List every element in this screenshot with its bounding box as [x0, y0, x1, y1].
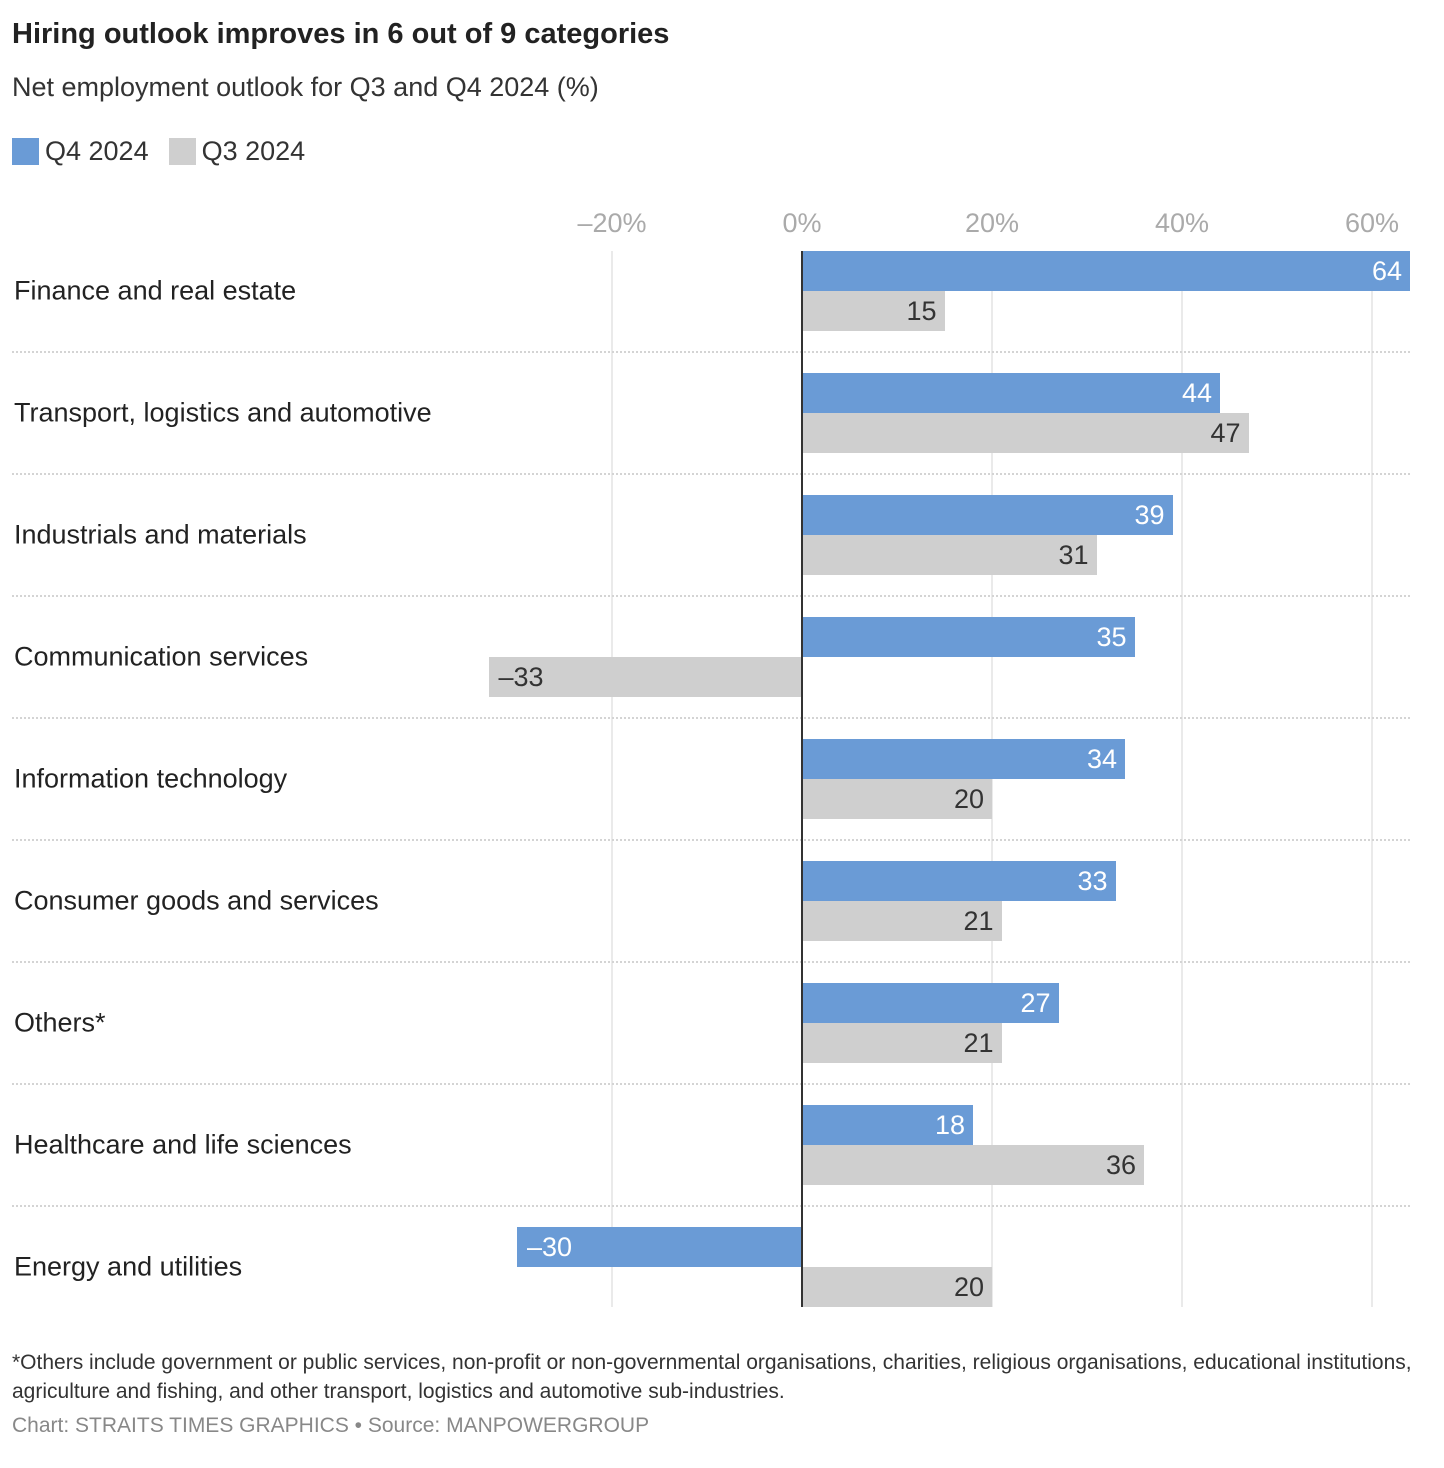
- row-separator: [12, 717, 1410, 719]
- row-separator: [12, 1083, 1410, 1085]
- value-label: 20: [953, 784, 984, 814]
- value-label: –33: [498, 662, 544, 692]
- category-label: Information technology: [14, 763, 288, 794]
- bar-q4: [802, 739, 1125, 779]
- value-label: 34: [1086, 744, 1117, 774]
- value-label: 27: [1020, 988, 1051, 1018]
- value-label: 47: [1210, 418, 1241, 448]
- category-label: Finance and real estate: [14, 275, 297, 306]
- category-label: Healthcare and life sciences: [14, 1129, 352, 1160]
- bar-q4: [517, 1227, 802, 1267]
- credit: Chart: STRAITS TIMES GRAPHICS • Source: …: [12, 1414, 650, 1437]
- legend-swatch-q4: [12, 138, 39, 165]
- row-separator: [12, 351, 1410, 353]
- bar-q3: [802, 1145, 1144, 1185]
- bar-q4: [802, 251, 1410, 291]
- value-label: 15: [906, 296, 937, 326]
- row-separator: [12, 839, 1410, 841]
- tick-label: 60%: [1344, 208, 1400, 238]
- value-label: 18: [934, 1110, 965, 1140]
- bar-q4: [802, 373, 1220, 413]
- row-separator: [12, 961, 1410, 963]
- gridline: [1181, 251, 1183, 1307]
- footnote: *Others include government or public ser…: [12, 1351, 1412, 1403]
- value-label: 35: [1096, 622, 1127, 652]
- legend-swatch-q3: [168, 138, 196, 165]
- legend-item-q3: Q3 2024: [168, 136, 306, 167]
- tick-label: 20%: [964, 208, 1020, 238]
- category-label: Industrials and materials: [14, 519, 307, 550]
- gridline: [1371, 251, 1373, 1307]
- tick-label: –20%: [577, 208, 647, 238]
- bar-q4: [802, 1105, 973, 1145]
- bar-q3: [802, 1267, 992, 1307]
- value-label: 20: [953, 1272, 984, 1302]
- row-separator: [12, 473, 1410, 475]
- value-label: 21: [963, 1028, 994, 1058]
- legend-label-q3: Q3 2024: [201, 136, 306, 166]
- category-label: Energy and utilities: [14, 1251, 243, 1282]
- bar-q4: [802, 861, 1116, 901]
- tick-label: 0%: [782, 208, 822, 238]
- value-label: 33: [1077, 866, 1108, 896]
- value-label: 36: [1105, 1150, 1136, 1180]
- gridline: [611, 251, 613, 1307]
- value-label: 44: [1181, 378, 1212, 408]
- zero-line: [801, 251, 803, 1307]
- legend-item-q4: Q4 2024: [12, 136, 149, 167]
- category-label: Consumer goods and services: [14, 885, 379, 916]
- value-label: 31: [1058, 540, 1089, 570]
- chart-title: Hiring outlook improves in 6 out of 9 ca…: [12, 18, 670, 50]
- category-label: Transport, logistics and automotive: [14, 397, 432, 428]
- value-label: 39: [1134, 500, 1165, 530]
- bar-q4: [802, 617, 1135, 657]
- legend: Q4 2024 Q3 2024: [12, 136, 305, 167]
- bar-q3: [802, 901, 1002, 941]
- gridline: [991, 251, 993, 1307]
- value-label: 64: [1371, 256, 1402, 286]
- bar-q4: [802, 495, 1173, 535]
- bar-q3: [802, 413, 1249, 453]
- bar-q3: [802, 779, 992, 819]
- legend-label-q4: Q4 2024: [45, 136, 149, 166]
- bar-q3: [802, 535, 1097, 575]
- row-separator: [12, 1205, 1410, 1207]
- bar-q3: [802, 291, 945, 331]
- value-label: –30: [527, 1232, 573, 1262]
- bar-q3: [488, 657, 802, 697]
- row-separator: [12, 595, 1410, 597]
- bar-q4: [802, 983, 1059, 1023]
- tick-label: 40%: [1154, 208, 1210, 238]
- category-label: Communication services: [14, 641, 309, 672]
- bar-q3: [802, 1023, 1002, 1063]
- value-label: 21: [963, 906, 994, 936]
- chart-subtitle: Net employment outlook for Q3 and Q4 202…: [12, 72, 599, 102]
- category-label: Others*: [14, 1007, 106, 1038]
